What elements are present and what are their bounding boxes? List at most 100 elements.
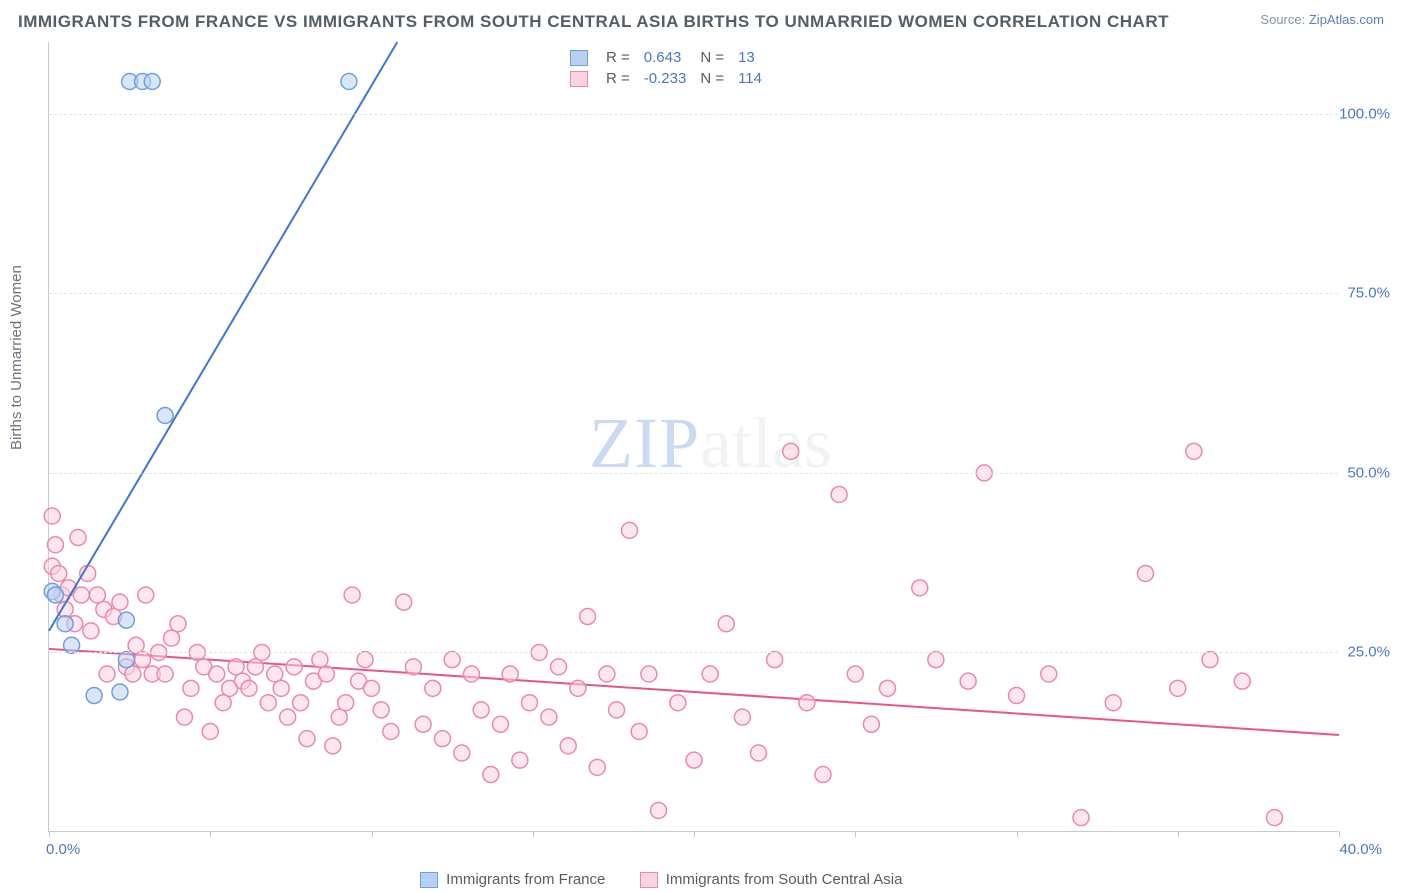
data-point: [570, 680, 586, 696]
data-point: [331, 709, 347, 725]
x-tick-max: 40.0%: [1339, 841, 1382, 858]
data-point: [415, 716, 431, 732]
swatch-icon: [570, 71, 588, 87]
data-point: [425, 680, 441, 696]
data-point: [312, 652, 328, 668]
data-point: [863, 716, 879, 732]
data-point: [47, 587, 63, 603]
data-point: [1138, 565, 1154, 581]
data-point: [960, 673, 976, 689]
data-point: [357, 652, 373, 668]
data-point: [202, 723, 218, 739]
swatch-icon: [640, 872, 658, 888]
data-point: [751, 745, 767, 761]
regression-line: [49, 42, 397, 631]
data-point: [183, 680, 199, 696]
scatter-plot: ZIPatlas R = 0.643 N = 13 R = -0.233 N =…: [48, 42, 1338, 832]
data-point: [580, 609, 596, 625]
data-point: [209, 666, 225, 682]
swatch-icon: [570, 50, 588, 66]
data-point: [641, 666, 657, 682]
data-point: [73, 587, 89, 603]
data-point: [89, 587, 105, 603]
x-tick-mark: [694, 831, 695, 837]
data-point: [1267, 810, 1283, 826]
data-point: [799, 695, 815, 711]
data-point: [589, 759, 605, 775]
data-point: [135, 652, 151, 668]
gridline: [49, 293, 1338, 294]
x-tick-mark: [1339, 831, 1340, 837]
data-point: [51, 565, 67, 581]
data-point: [138, 587, 154, 603]
legend-item-france: Immigrants from France: [420, 871, 605, 888]
data-point: [493, 716, 509, 732]
data-point: [609, 702, 625, 718]
data-point: [1073, 810, 1089, 826]
data-point: [293, 695, 309, 711]
data-point: [783, 443, 799, 459]
data-point: [99, 666, 115, 682]
data-point: [64, 637, 80, 653]
data-point: [847, 666, 863, 682]
y-axis-label: Births to Unmarried Women: [8, 265, 25, 450]
gridline: [49, 473, 1338, 474]
chart-title: IMMIGRANTS FROM FRANCE VS IMMIGRANTS FRO…: [18, 12, 1169, 32]
data-point: [118, 652, 134, 668]
data-point: [622, 522, 638, 538]
data-point: [522, 695, 538, 711]
gridline: [49, 652, 1338, 653]
data-point: [144, 74, 160, 90]
data-point: [112, 594, 128, 610]
legend-item-sca: Immigrants from South Central Asia: [640, 871, 903, 888]
data-point: [325, 738, 341, 754]
x-tick-mark: [49, 831, 50, 837]
source-label: Source:: [1260, 12, 1305, 27]
x-tick-mark: [533, 831, 534, 837]
y-tick-label: 100.0%: [1339, 105, 1390, 122]
data-point: [299, 731, 315, 747]
data-point: [57, 616, 73, 632]
data-point: [128, 637, 144, 653]
gridline: [49, 114, 1338, 115]
data-point: [512, 752, 528, 768]
y-tick-label: 25.0%: [1347, 644, 1390, 661]
plot-svg: [49, 42, 1339, 832]
data-point: [344, 587, 360, 603]
data-point: [70, 530, 86, 546]
data-point: [44, 508, 60, 524]
data-point: [280, 709, 296, 725]
data-point: [551, 659, 567, 675]
data-point: [118, 612, 134, 628]
data-point: [247, 659, 263, 675]
data-point: [125, 666, 141, 682]
stats-legend: R = 0.643 N = 13 R = -0.233 N = 114: [554, 42, 782, 96]
data-point: [702, 666, 718, 682]
data-point: [686, 752, 702, 768]
data-point: [273, 680, 289, 696]
data-point: [912, 580, 928, 596]
data-point: [831, 486, 847, 502]
y-tick-label: 75.0%: [1347, 285, 1390, 302]
data-point: [112, 684, 128, 700]
data-point: [83, 623, 99, 639]
data-point: [341, 74, 357, 90]
data-point: [541, 709, 557, 725]
data-point: [405, 659, 421, 675]
data-point: [473, 702, 489, 718]
source-link[interactable]: Source: ZipAtlas.com: [1260, 12, 1384, 27]
data-point: [502, 666, 518, 682]
data-point: [228, 659, 244, 675]
data-point: [364, 680, 380, 696]
data-point: [267, 666, 283, 682]
data-point: [815, 767, 831, 783]
data-point: [215, 695, 231, 711]
data-point: [599, 666, 615, 682]
data-point: [260, 695, 276, 711]
data-point: [1041, 666, 1057, 682]
data-point: [170, 616, 186, 632]
data-point: [396, 594, 412, 610]
source-text[interactable]: ZipAtlas.com: [1309, 12, 1384, 27]
data-point: [1234, 673, 1250, 689]
data-point: [373, 702, 389, 718]
